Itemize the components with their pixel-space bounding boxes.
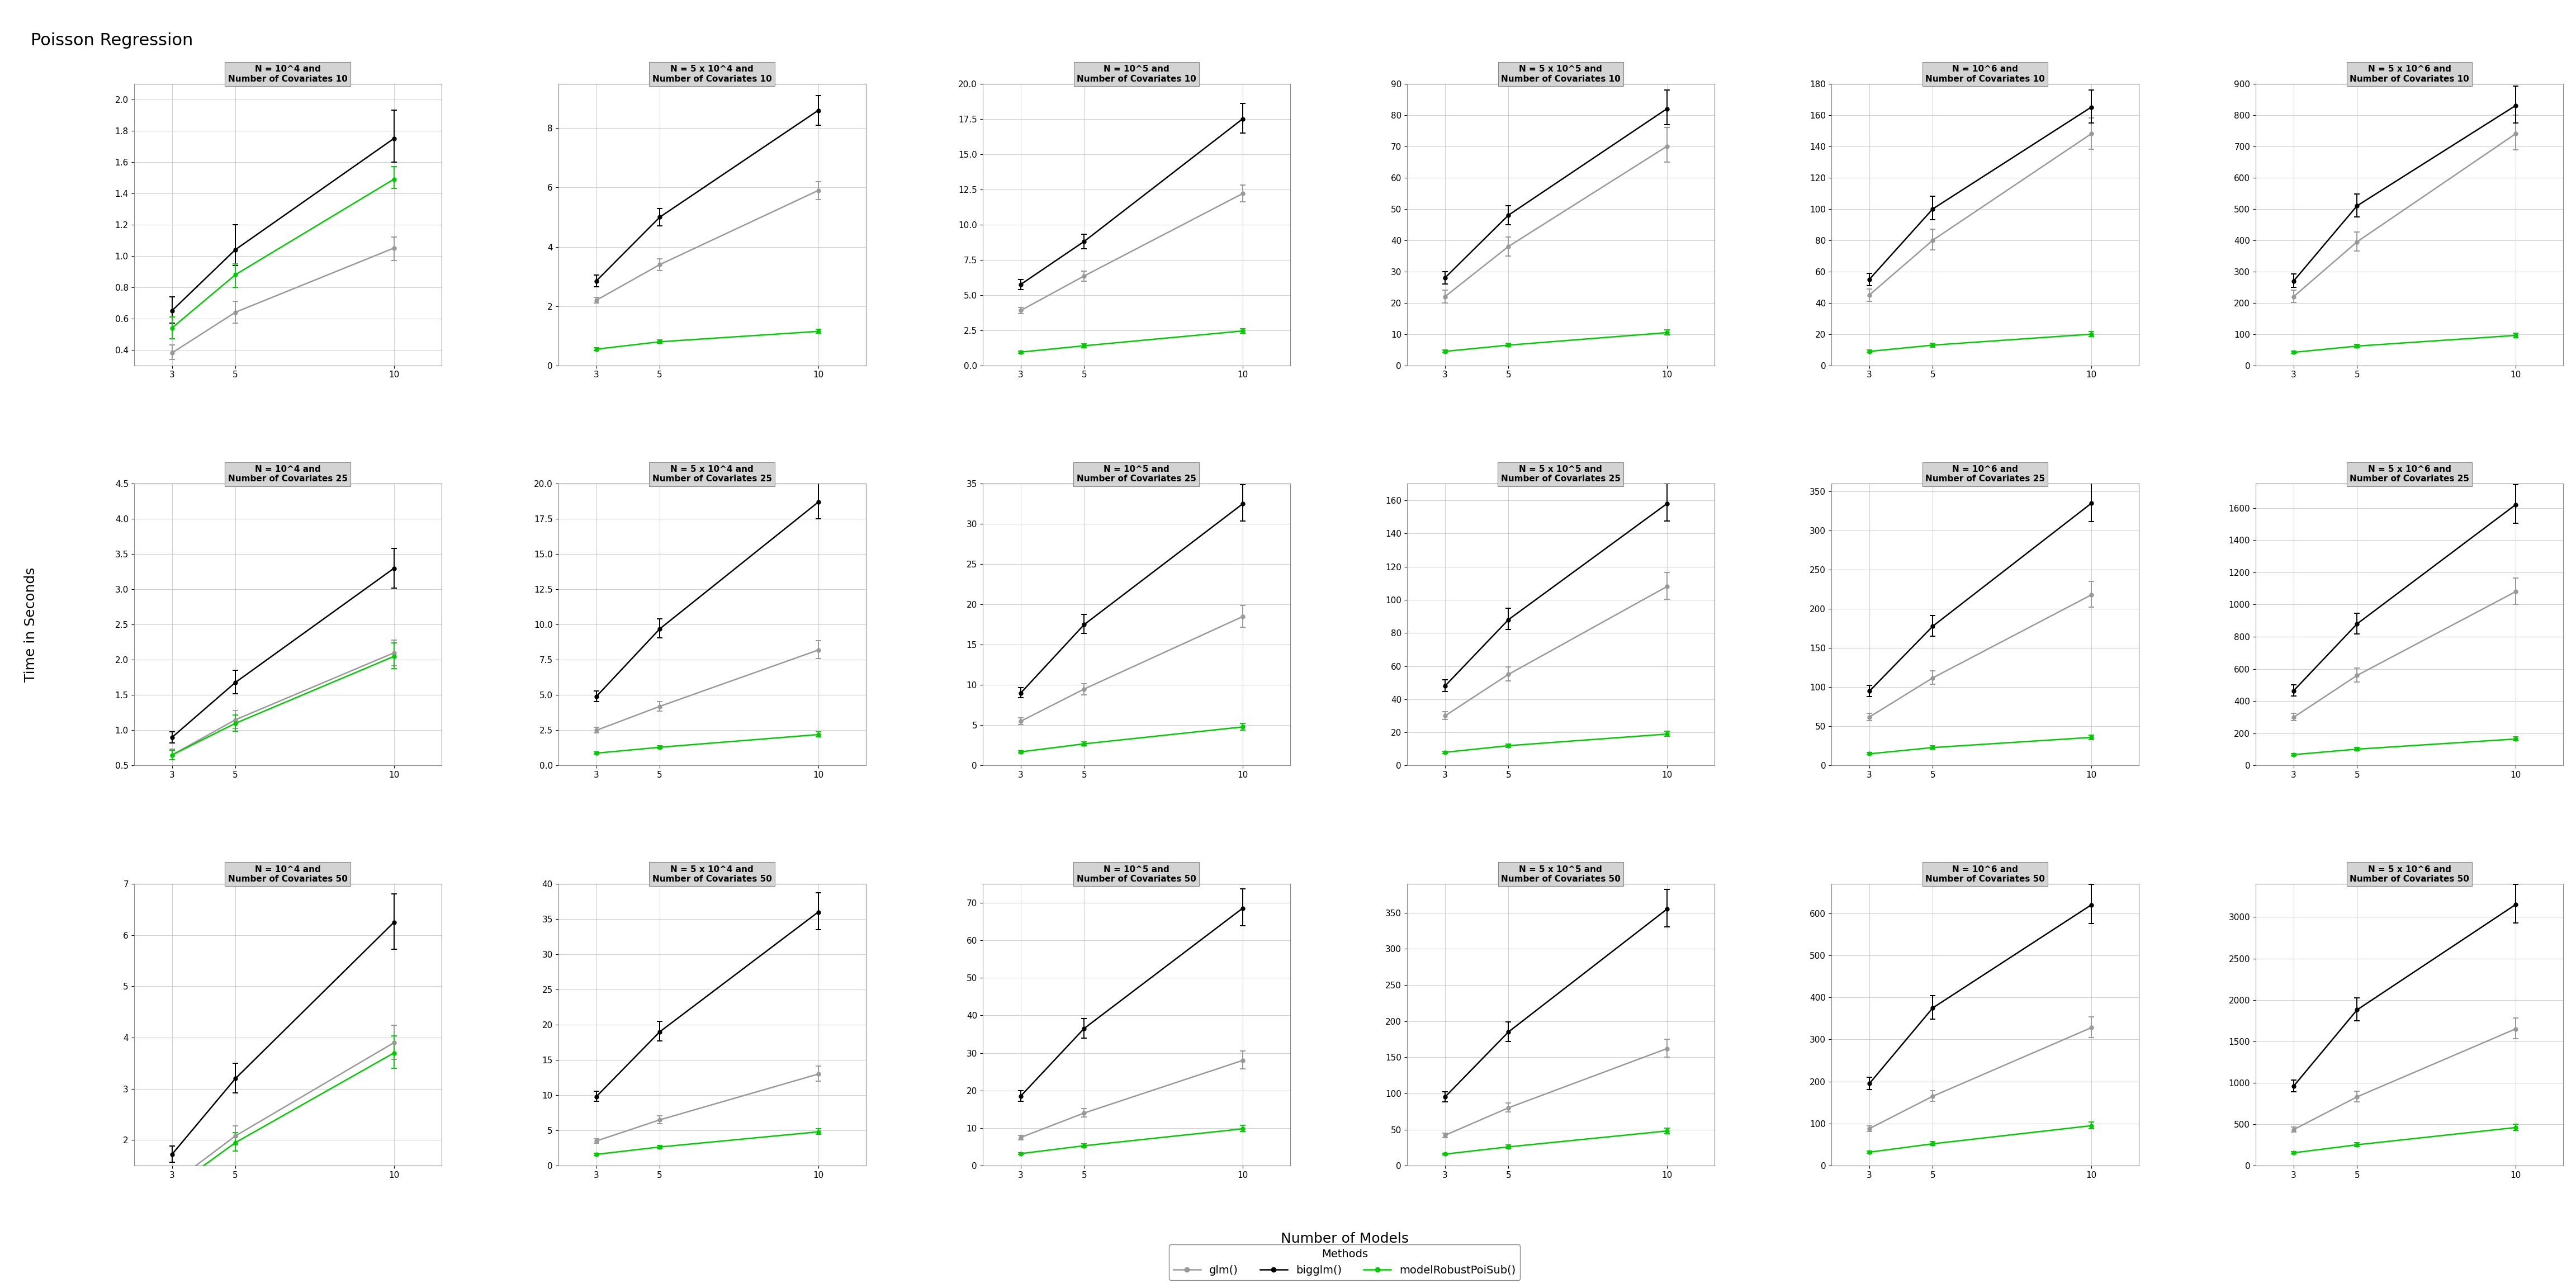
Title: N = 5 x 10^6 and
Number of Covariates 10: N = 5 x 10^6 and Number of Covariates 10 bbox=[2349, 64, 2470, 82]
Text: Poisson Regression: Poisson Regression bbox=[31, 32, 193, 49]
Title: N = 10^6 and
Number of Covariates 25: N = 10^6 and Number of Covariates 25 bbox=[1924, 465, 2045, 483]
Title: N = 10^4 and
Number of Covariates 25: N = 10^4 and Number of Covariates 25 bbox=[227, 465, 348, 483]
Title: N = 10^5 and
Number of Covariates 25: N = 10^5 and Number of Covariates 25 bbox=[1077, 465, 1195, 483]
Legend: glm(), bigglm(), modelRobustPoiSub(): glm(), bigglm(), modelRobustPoiSub() bbox=[1170, 1244, 1520, 1280]
Title: N = 5 x 10^5 and
Number of Covariates 25: N = 5 x 10^5 and Number of Covariates 25 bbox=[1502, 465, 1620, 483]
Title: N = 5 x 10^6 and
Number of Covariates 50: N = 5 x 10^6 and Number of Covariates 50 bbox=[2349, 866, 2470, 884]
Title: N = 10^4 and
Number of Covariates 50: N = 10^4 and Number of Covariates 50 bbox=[227, 866, 348, 884]
Text: Time in Seconds: Time in Seconds bbox=[23, 567, 39, 683]
Title: N = 10^6 and
Number of Covariates 50: N = 10^6 and Number of Covariates 50 bbox=[1924, 866, 2045, 884]
Title: N = 10^5 and
Number of Covariates 50: N = 10^5 and Number of Covariates 50 bbox=[1077, 866, 1195, 884]
Title: N = 5 x 10^5 and
Number of Covariates 10: N = 5 x 10^5 and Number of Covariates 10 bbox=[1502, 64, 1620, 82]
Title: N = 5 x 10^4 and
Number of Covariates 10: N = 5 x 10^4 and Number of Covariates 10 bbox=[652, 64, 773, 82]
Text: Number of Models: Number of Models bbox=[1280, 1233, 1409, 1245]
Title: N = 10^5 and
Number of Covariates 10: N = 10^5 and Number of Covariates 10 bbox=[1077, 64, 1195, 82]
Title: N = 5 x 10^6 and
Number of Covariates 25: N = 5 x 10^6 and Number of Covariates 25 bbox=[2349, 465, 2470, 483]
Title: N = 10^4 and
Number of Covariates 10: N = 10^4 and Number of Covariates 10 bbox=[227, 64, 348, 82]
Title: N = 5 x 10^4 and
Number of Covariates 25: N = 5 x 10^4 and Number of Covariates 25 bbox=[652, 465, 773, 483]
Title: N = 5 x 10^4 and
Number of Covariates 50: N = 5 x 10^4 and Number of Covariates 50 bbox=[652, 866, 773, 884]
Title: N = 5 x 10^5 and
Number of Covariates 50: N = 5 x 10^5 and Number of Covariates 50 bbox=[1502, 866, 1620, 884]
Title: N = 10^6 and
Number of Covariates 10: N = 10^6 and Number of Covariates 10 bbox=[1924, 64, 2045, 82]
